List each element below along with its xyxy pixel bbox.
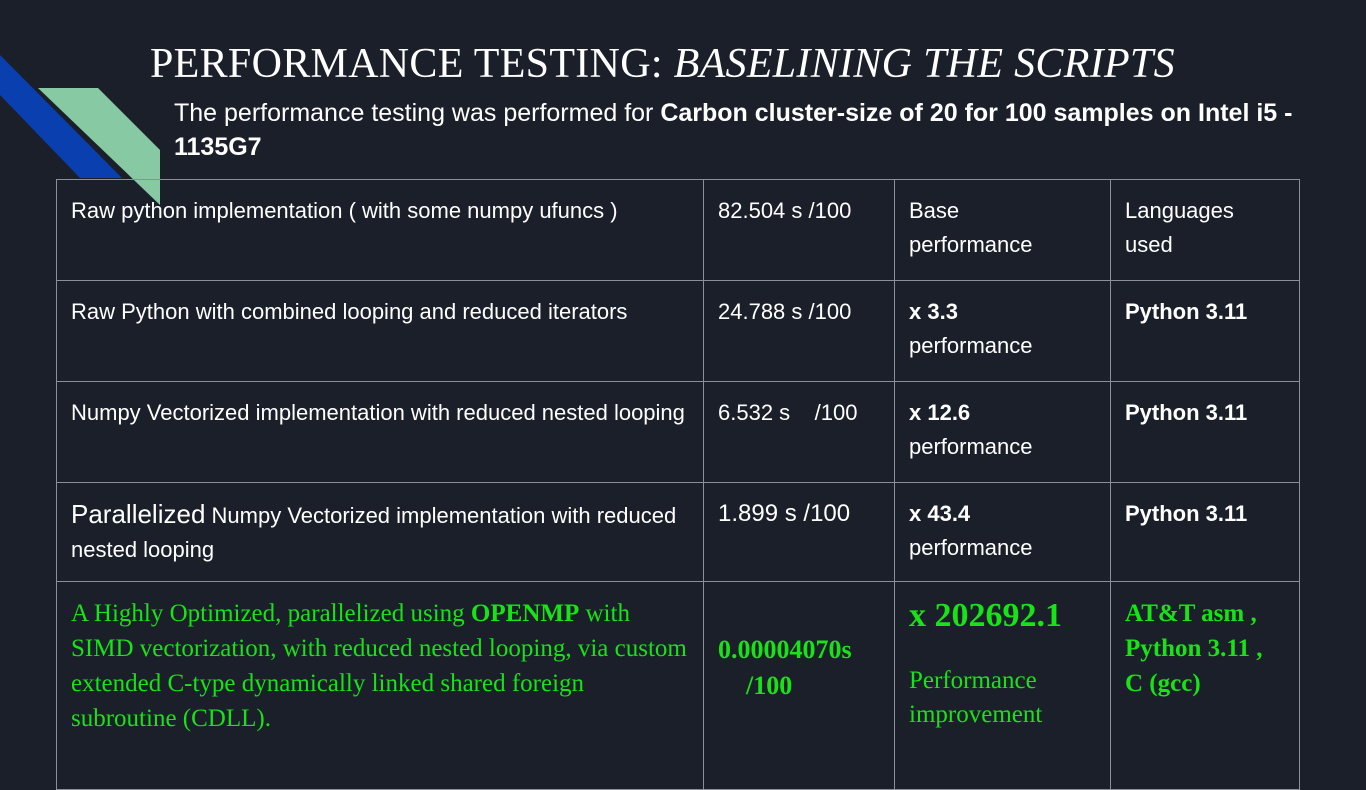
- performance-line: improvement: [909, 701, 1043, 728]
- row-performance: x 202692.1 Performance improvement: [894, 581, 1111, 790]
- row-description: Numpy Vectorized implementation with red…: [56, 381, 704, 483]
- row-description: Raw python implementation ( with some nu…: [56, 179, 704, 281]
- time-text: 24.788 s /100: [718, 299, 852, 324]
- time-text: 0.00004070s: [718, 635, 852, 664]
- table-row: A Highly Optimized, parallelized using O…: [56, 581, 1300, 790]
- time-text: 1.899 s /100: [718, 500, 851, 527]
- languages-line: Python 3.11: [1125, 501, 1248, 526]
- row-performance: Base performance: [894, 179, 1111, 281]
- table-row: Numpy Vectorized implementation with red…: [56, 381, 1300, 483]
- languages-line: Languages: [1125, 198, 1234, 223]
- description-emphasis: OPENMP: [470, 600, 580, 627]
- corner-stripes-decoration: [0, 55, 160, 205]
- slide-title: PERFORMANCE TESTING: BASELINING THE SCRI…: [150, 40, 1175, 88]
- row-languages: Languages used: [1110, 179, 1300, 281]
- description-emphasis: Parallelized: [71, 499, 206, 529]
- row-languages: Python 3.11: [1110, 381, 1300, 483]
- description-text: Numpy Vectorized implementation with red…: [71, 400, 685, 425]
- slide-title-italic: BASELINING THE SCRIPTS: [673, 41, 1175, 87]
- row-performance: x 3.3 performance: [894, 280, 1111, 382]
- languages-line: Python 3.11: [1125, 299, 1248, 324]
- performance-factor: x 202692.1: [909, 597, 1062, 634]
- row-description: Raw Python with combined looping and red…: [56, 280, 704, 382]
- performance-table: Raw python implementation ( with some nu…: [56, 179, 1300, 790]
- performance-line: performance: [909, 535, 1033, 560]
- table-row: Parallelized Numpy Vectorized implementa…: [56, 482, 1300, 582]
- table-row: Raw python implementation ( with some nu…: [56, 179, 1300, 281]
- row-description: Parallelized Numpy Vectorized implementa…: [56, 482, 704, 582]
- table-row: Raw Python with combined looping and red…: [56, 280, 1300, 382]
- performance-line: performance: [909, 434, 1033, 459]
- row-languages: Python 3.11: [1110, 280, 1300, 382]
- languages-line: C (gcc): [1125, 670, 1201, 697]
- row-languages: AT&T asm , Python 3.11 , C (gcc): [1110, 581, 1300, 790]
- performance-line: Performance: [909, 667, 1037, 694]
- languages-line: Python 3.11: [1125, 400, 1248, 425]
- performance-line: performance: [909, 333, 1033, 358]
- row-time: 0.00004070s /100: [703, 581, 895, 790]
- languages-line: used: [1125, 232, 1173, 257]
- time-text: 82.504 s /100: [718, 198, 852, 223]
- performance-factor: x 3.3: [909, 299, 958, 324]
- performance-line: Base: [909, 198, 960, 223]
- performance-factor: x 12.6: [909, 400, 971, 425]
- languages-line: Python 3.11 ,: [1125, 635, 1263, 662]
- row-time: 24.788 s /100: [703, 280, 895, 382]
- blue-stripe: [0, 55, 122, 178]
- row-description: A Highly Optimized, parallelized using O…: [56, 581, 704, 790]
- description-text: Numpy Vectorized implementation with red…: [71, 503, 677, 562]
- time-text: 6.532 s /100: [718, 400, 858, 425]
- description-text: with SIMD vectorization, with reduced ne…: [71, 600, 687, 732]
- description-text: A Highly Optimized, parallelized using: [71, 600, 471, 627]
- row-time: 1.899 s /100: [703, 482, 895, 582]
- row-languages: Python 3.11: [1110, 482, 1300, 582]
- slide-title-plain: PERFORMANCE TESTING:: [150, 41, 663, 87]
- intro-text: The performance testing was performed fo…: [174, 96, 1324, 164]
- row-performance: x 43.4 performance: [894, 482, 1111, 582]
- description-text: Raw Python with combined looping and red…: [71, 299, 628, 324]
- row-time: 6.532 s /100: [703, 381, 895, 483]
- description-text: Raw python implementation ( with some nu…: [71, 198, 618, 223]
- time-unit: /100: [746, 671, 793, 700]
- performance-factor: x 43.4: [909, 501, 971, 526]
- row-performance: x 12.6 performance: [894, 381, 1111, 483]
- languages-line: AT&T asm ,: [1125, 600, 1257, 627]
- row-time: 82.504 s /100: [703, 179, 895, 281]
- mint-stripe: [38, 88, 160, 205]
- performance-line: performance: [909, 232, 1033, 257]
- intro-bold: Carbon cluster-size of 20 for 100 sample…: [174, 99, 1293, 161]
- intro-plain: The performance testing was performed fo…: [174, 99, 661, 127]
